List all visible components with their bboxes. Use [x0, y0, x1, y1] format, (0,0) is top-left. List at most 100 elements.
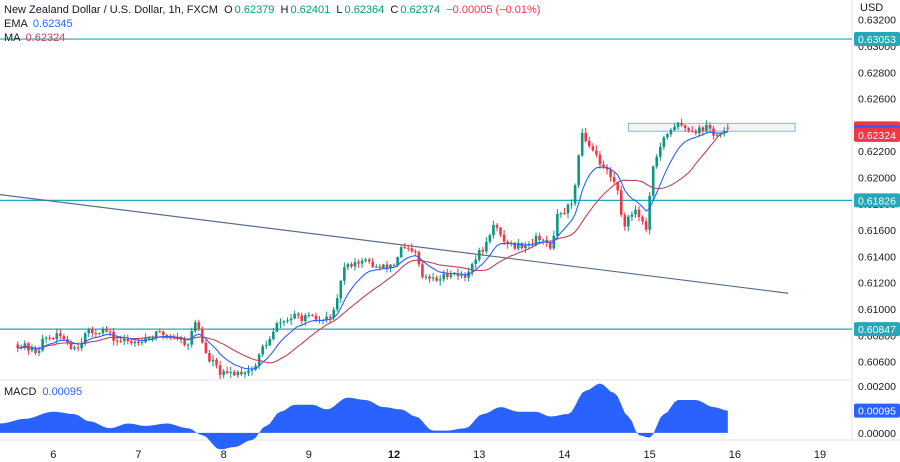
- candle-body: [641, 216, 644, 222]
- macd-pane: [0, 383, 728, 450]
- candle-body: [712, 128, 715, 136]
- candle-body: [570, 203, 573, 205]
- candle-body: [162, 331, 165, 336]
- candle-body: [676, 122, 680, 128]
- candle-body: [534, 235, 538, 245]
- candle-body: [726, 127, 730, 129]
- price-tick-label: 0.61600: [858, 225, 896, 237]
- candle-body: [183, 338, 186, 345]
- candle-body: [211, 359, 215, 362]
- legend-ma-row[interactable]: MA 0.62324: [4, 31, 540, 45]
- candle-body: [325, 316, 328, 320]
- candle-body: [595, 150, 598, 155]
- time-tick-label: 19: [814, 449, 826, 461]
- candle-body: [76, 347, 80, 349]
- candle-body: [353, 262, 357, 267]
- candles: [16, 118, 730, 380]
- candle-body: [41, 338, 44, 351]
- candle-body: [669, 130, 673, 135]
- candle-body: [559, 213, 563, 215]
- candle-body: [37, 350, 41, 353]
- macd-legend[interactable]: MACD 0.00095: [4, 386, 82, 398]
- candle-body: [44, 337, 48, 339]
- candle-body: [485, 241, 488, 252]
- candle-body: [69, 342, 73, 349]
- candle-body: [357, 262, 360, 264]
- candle-body: [637, 209, 641, 217]
- candle-body: [591, 146, 595, 151]
- candle-body: [538, 235, 541, 241]
- candle-body: [421, 264, 424, 277]
- close-value: 0.62374: [400, 4, 441, 16]
- candle-body: [389, 264, 392, 268]
- close-label: C: [390, 4, 399, 16]
- candle-body: [655, 156, 659, 167]
- time-tick-label: 15: [644, 449, 656, 461]
- time-axis[interactable]: 6 7 8 9 12 13 14 15 16 19: [50, 449, 826, 461]
- candle-body: [59, 333, 62, 337]
- time-tick-label: 6: [50, 449, 56, 461]
- legend-ema-row[interactable]: EMA 0.62345: [4, 17, 540, 31]
- candle-body: [250, 369, 254, 371]
- candle-body: [137, 341, 140, 344]
- price-axis[interactable]: USD0.632000.630000.628000.626000.624000.…: [858, 2, 896, 440]
- candle-body: [627, 216, 630, 227]
- candle-body: [502, 234, 506, 242]
- candle-body: [648, 195, 651, 230]
- candle-body: [644, 221, 648, 230]
- candle-body: [240, 371, 243, 375]
- candle-body: [371, 261, 375, 267]
- candle-body: [477, 249, 481, 260]
- candle-body: [414, 251, 417, 253]
- candle-body: [403, 247, 406, 249]
- candle-body: [328, 316, 332, 318]
- candle-body: [236, 371, 240, 376]
- candle-body: [119, 340, 122, 342]
- trendline-group: [0, 194, 789, 294]
- candle-body: [442, 273, 446, 280]
- high-value: 0.62401: [290, 4, 331, 16]
- candle-body: [311, 314, 314, 316]
- candle-body: [690, 130, 694, 132]
- candle-body: [158, 331, 162, 333]
- price-label-badge: [854, 32, 900, 47]
- candle-body: [105, 329, 108, 332]
- candle-body: [360, 260, 364, 264]
- ma-line-group: [17, 130, 728, 364]
- candle-body: [662, 137, 666, 147]
- candle-body: [233, 372, 236, 376]
- candle-body: [51, 337, 55, 340]
- candle-body: [517, 243, 520, 249]
- candle-body: [300, 315, 304, 321]
- candle-body: [382, 264, 385, 268]
- symbol-title[interactable]: New Zealand Dollar / U.S. Dollar, 1h, FX…: [4, 4, 218, 16]
- price-tick-label: 0.62200: [858, 146, 896, 158]
- candle-body: [428, 276, 431, 279]
- candle-body: [23, 343, 27, 347]
- ema-label: EMA: [4, 18, 28, 30]
- candle-body: [438, 279, 442, 281]
- candle-body: [62, 336, 66, 340]
- candle-body: [208, 353, 211, 362]
- candle-body: [488, 235, 492, 242]
- candle-body: [435, 277, 438, 281]
- candle-body: [215, 359, 218, 366]
- candle-body: [197, 322, 201, 329]
- candle-body: [108, 331, 112, 333]
- price-tick-label: 0.60600: [858, 357, 896, 369]
- candle-body: [296, 313, 300, 316]
- candle-body: [275, 323, 279, 332]
- candle-body: [463, 275, 467, 278]
- ema-value: 0.62345: [32, 18, 73, 30]
- chart-legend: New Zealand Dollar / U.S. Dollar, 1h, FX…: [4, 3, 540, 45]
- candle-body: [680, 122, 683, 126]
- candle-body: [598, 154, 602, 165]
- candle-body: [520, 243, 524, 249]
- candle-body: [126, 339, 130, 342]
- price-label-text: 0.62324: [858, 130, 896, 142]
- candle-body: [481, 249, 485, 252]
- candle-body: [417, 252, 421, 265]
- macd-tick-label: 0.00000: [858, 428, 896, 440]
- candle-body: [133, 341, 137, 344]
- candle-body: [147, 337, 151, 339]
